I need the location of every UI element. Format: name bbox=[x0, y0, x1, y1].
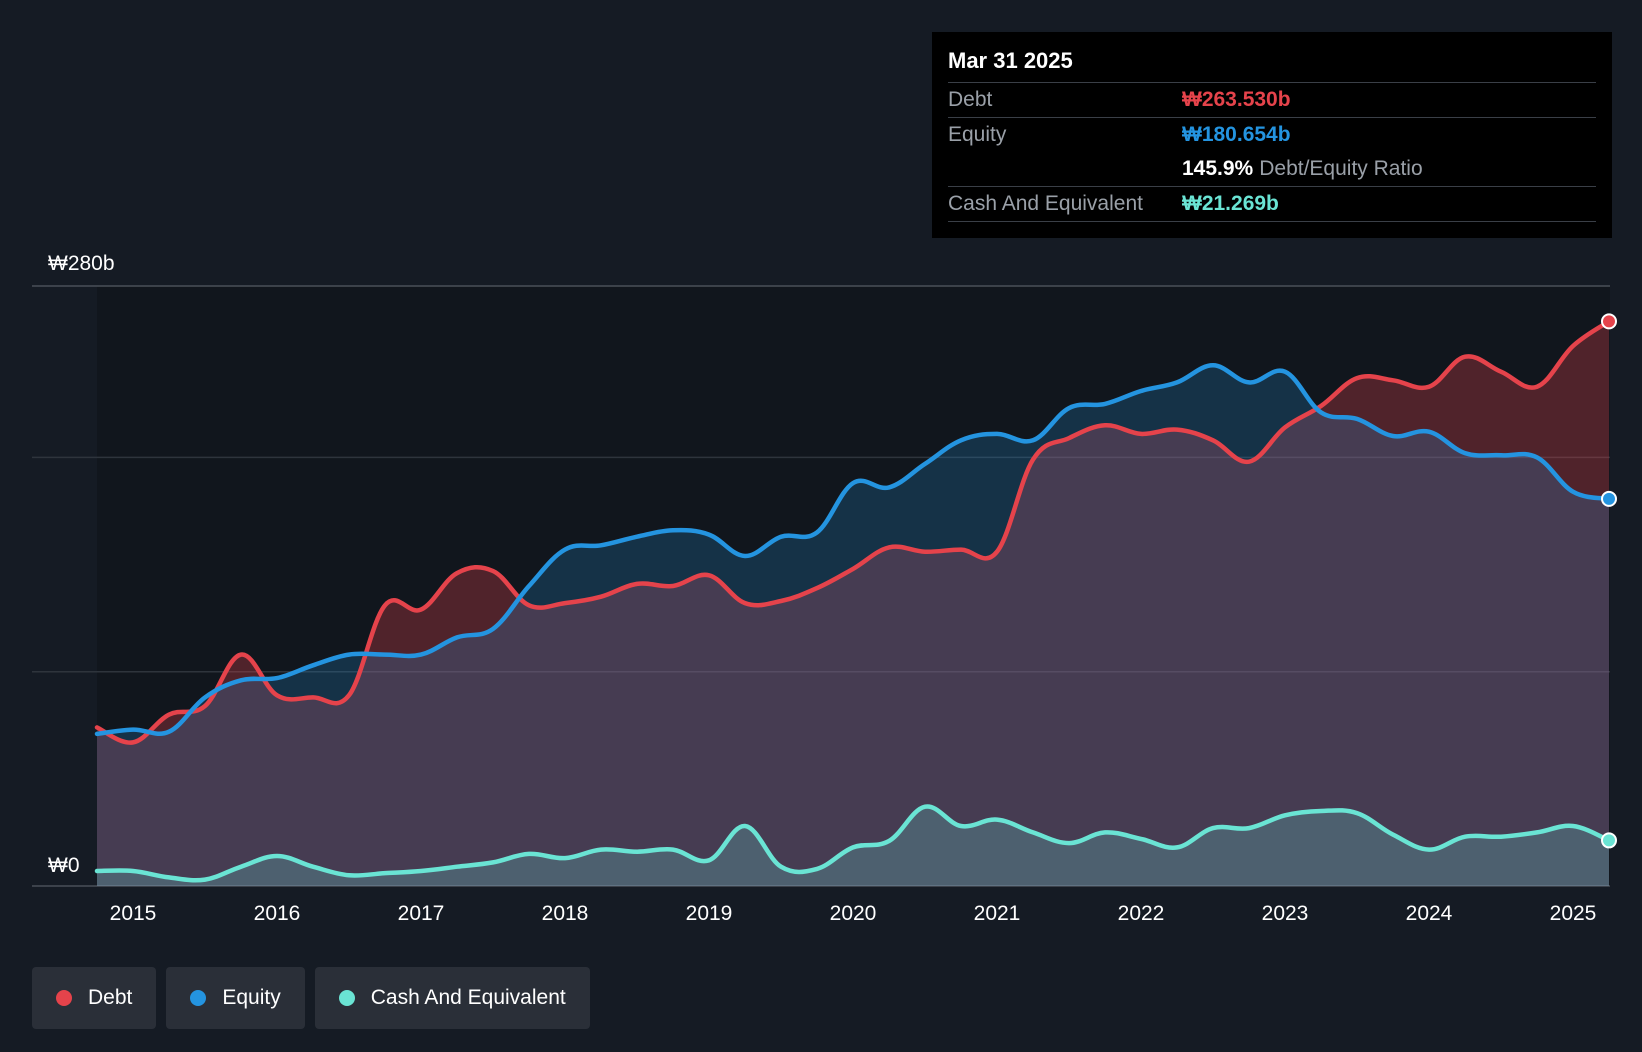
debt-line bbox=[94, 319, 1612, 745]
cash-and-equivalent-line bbox=[94, 804, 1612, 883]
cash-dot-icon bbox=[338, 990, 355, 1006]
axis-labels: 2015 2016 2017 2018 2019 2020 2021 2022 2023 2024… bbox=[48, 252, 1596, 925]
x-tick-label: 2016 bbox=[254, 902, 301, 925]
tooltip-debt-value: ₩263.530b bbox=[1182, 88, 1291, 111]
x-tick-label: 2017 bbox=[398, 902, 445, 925]
x-tick-label: 2022 bbox=[1118, 902, 1165, 925]
y-tick-label: ₩0 bbox=[48, 854, 80, 877]
tooltip: Mar 31 2025 Debt ₩263.530b Equity ₩180.6… bbox=[932, 32, 1612, 238]
plot-background bbox=[97, 286, 1610, 886]
tooltip-equity-label: Equity bbox=[948, 123, 1007, 146]
y-tick-label: ₩280b bbox=[48, 252, 115, 275]
tooltip-cash-value: ₩21.269b bbox=[1182, 192, 1279, 215]
x-tick-label: 2023 bbox=[1262, 902, 1309, 925]
tooltip-ratio-row: 145.9% Debt/Equity Ratio bbox=[948, 152, 1596, 187]
legend-debt-label: Debt bbox=[88, 986, 133, 1009]
tooltip-ratio-label: Debt/Equity Ratio bbox=[1259, 157, 1423, 180]
tooltip-ratio-value: 145.9% bbox=[1182, 157, 1254, 180]
tooltip-equity-value: ₩180.654b bbox=[1182, 123, 1291, 146]
end-markers bbox=[1601, 313, 1617, 849]
tooltip-debt-row: Debt ₩263.530b bbox=[948, 83, 1596, 118]
tooltip-cash-row: Cash And Equivalent ₩21.269b bbox=[948, 187, 1596, 222]
equity-area bbox=[97, 365, 1609, 886]
legend-equity-label: Equity bbox=[222, 986, 281, 1009]
equity-dot-icon bbox=[190, 990, 207, 1006]
x-tick-label: 2024 bbox=[1406, 902, 1453, 925]
x-tick-label: 2018 bbox=[542, 902, 589, 925]
cash-and-equivalent-end-marker bbox=[1601, 832, 1617, 849]
legend-item-cash[interactable]: Cash And Equivalent bbox=[314, 967, 590, 1029]
x-tick-label: 2021 bbox=[974, 902, 1021, 925]
x-tick-label: 2020 bbox=[830, 902, 877, 925]
x-tick-label: 2015 bbox=[110, 902, 157, 925]
equity-line bbox=[94, 363, 1612, 737]
tooltip-date: Mar 31 2025 bbox=[948, 46, 1596, 83]
debt-end-marker bbox=[1601, 313, 1617, 330]
tooltip-cash-label: Cash And Equivalent bbox=[948, 192, 1143, 215]
debt-area bbox=[97, 321, 1609, 886]
legend-cash-label: Cash And Equivalent bbox=[370, 986, 566, 1009]
debt-dot-icon bbox=[56, 990, 72, 1006]
equity-end-marker bbox=[1601, 490, 1617, 507]
x-tick-label: 2025 bbox=[1550, 902, 1597, 925]
series-lines bbox=[94, 319, 1612, 883]
legend-item-equity[interactable]: Equity bbox=[166, 967, 305, 1029]
tooltip-equity-row: Equity ₩180.654b bbox=[948, 118, 1596, 152]
legend: Debt Equity Cash And Equivalent bbox=[32, 967, 590, 1029]
x-tick-label: 2019 bbox=[686, 902, 733, 925]
tooltip-debt-label: Debt bbox=[948, 88, 993, 111]
legend-item-debt[interactable]: Debt bbox=[32, 967, 157, 1029]
